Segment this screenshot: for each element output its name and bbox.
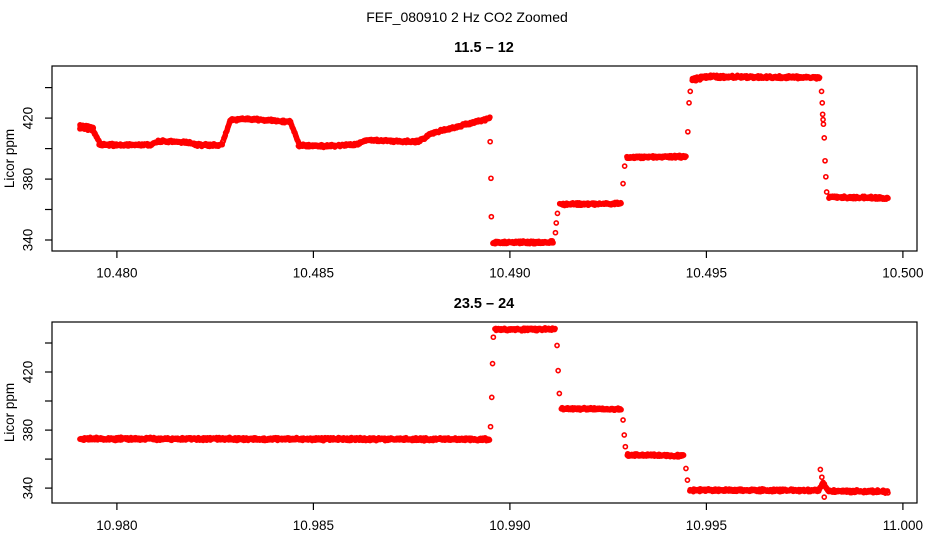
panel-bottom: 23.5 – 24 10.980 10.985 10.990 10.995 11… — [2, 296, 923, 533]
x-tick-label: 10.490 — [489, 266, 530, 281]
figure-title: FEF_080910 2 Hz CO2 Zoomed — [366, 9, 568, 25]
y-tick-label: 340 — [21, 477, 36, 500]
x-tick-label: 10.480 — [96, 266, 137, 281]
y-tick-label: 420 — [21, 107, 36, 130]
x-tick-label: 10.495 — [686, 266, 727, 281]
y-tick-label: 380 — [21, 419, 36, 442]
y-axis-label: Licor ppm — [2, 383, 17, 442]
y-tick-label: 340 — [21, 229, 36, 252]
x-tick-label: 10.995 — [686, 518, 727, 533]
x-tick-label: 11.000 — [883, 518, 923, 533]
x-tick-label: 10.500 — [882, 266, 923, 281]
plot-box — [51, 65, 918, 252]
x-tick-label: 10.985 — [293, 518, 334, 533]
panel-top: 11.5 – 12 10.480 10.485 10.490 10.495 10… — [2, 40, 924, 281]
x-tick-label: 10.980 — [96, 518, 137, 533]
x-tick-label: 10.990 — [489, 518, 530, 533]
x-tick-label: 10.485 — [293, 266, 334, 281]
y-tick-label: 420 — [21, 361, 36, 384]
series-points-bottom — [77, 325, 891, 500]
panel-bottom-title: 23.5 – 24 — [454, 296, 514, 312]
series-points-top — [77, 72, 891, 247]
y-tick-label: 380 — [21, 168, 36, 191]
y-axis-label: Licor ppm — [2, 129, 17, 188]
plot-box — [51, 321, 918, 504]
panel-top-title: 11.5 – 12 — [454, 40, 514, 56]
